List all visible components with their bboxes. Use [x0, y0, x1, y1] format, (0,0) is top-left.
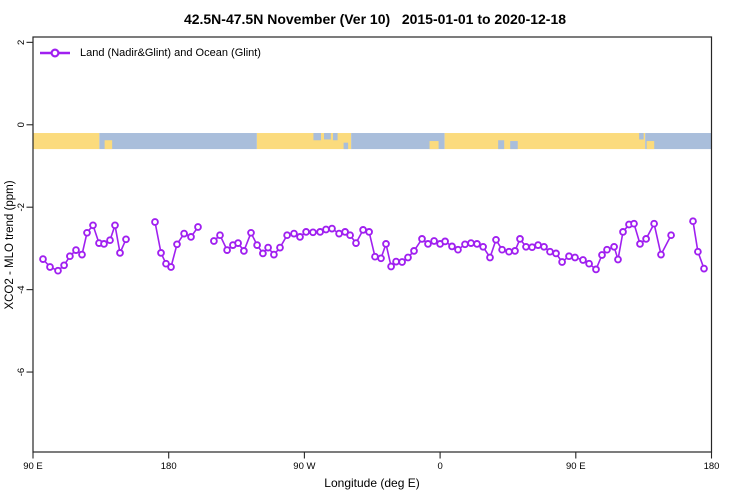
legend-marker-icon — [40, 48, 70, 58]
svg-text:90 E: 90 E — [566, 461, 586, 472]
svg-text:90 E: 90 E — [23, 461, 43, 472]
svg-text:-4: -4 — [16, 285, 27, 293]
legend: Land (Nadir&Glint) and Ocean (Glint) — [39, 47, 261, 59]
svg-text:0: 0 — [437, 461, 442, 472]
x-axis-title: Longitude (deg E) — [324, 476, 420, 490]
svg-text:2: 2 — [16, 40, 27, 45]
svg-text:0: 0 — [16, 122, 27, 127]
svg-text:180: 180 — [161, 461, 177, 472]
svg-text:180: 180 — [704, 461, 720, 472]
svg-text:-2: -2 — [16, 203, 27, 211]
svg-text:-6: -6 — [16, 368, 27, 376]
svg-text:90 W: 90 W — [293, 461, 315, 472]
chart-title: 42.5N-47.5N November (Ver 10) 2015-01-01… — [183, 11, 567, 27]
legend-label: Land (Nadir&Glint) and Ocean (Glint) — [80, 47, 261, 59]
y-axis-title: XCO2 - MLO trend (ppm) — [4, 180, 16, 310]
